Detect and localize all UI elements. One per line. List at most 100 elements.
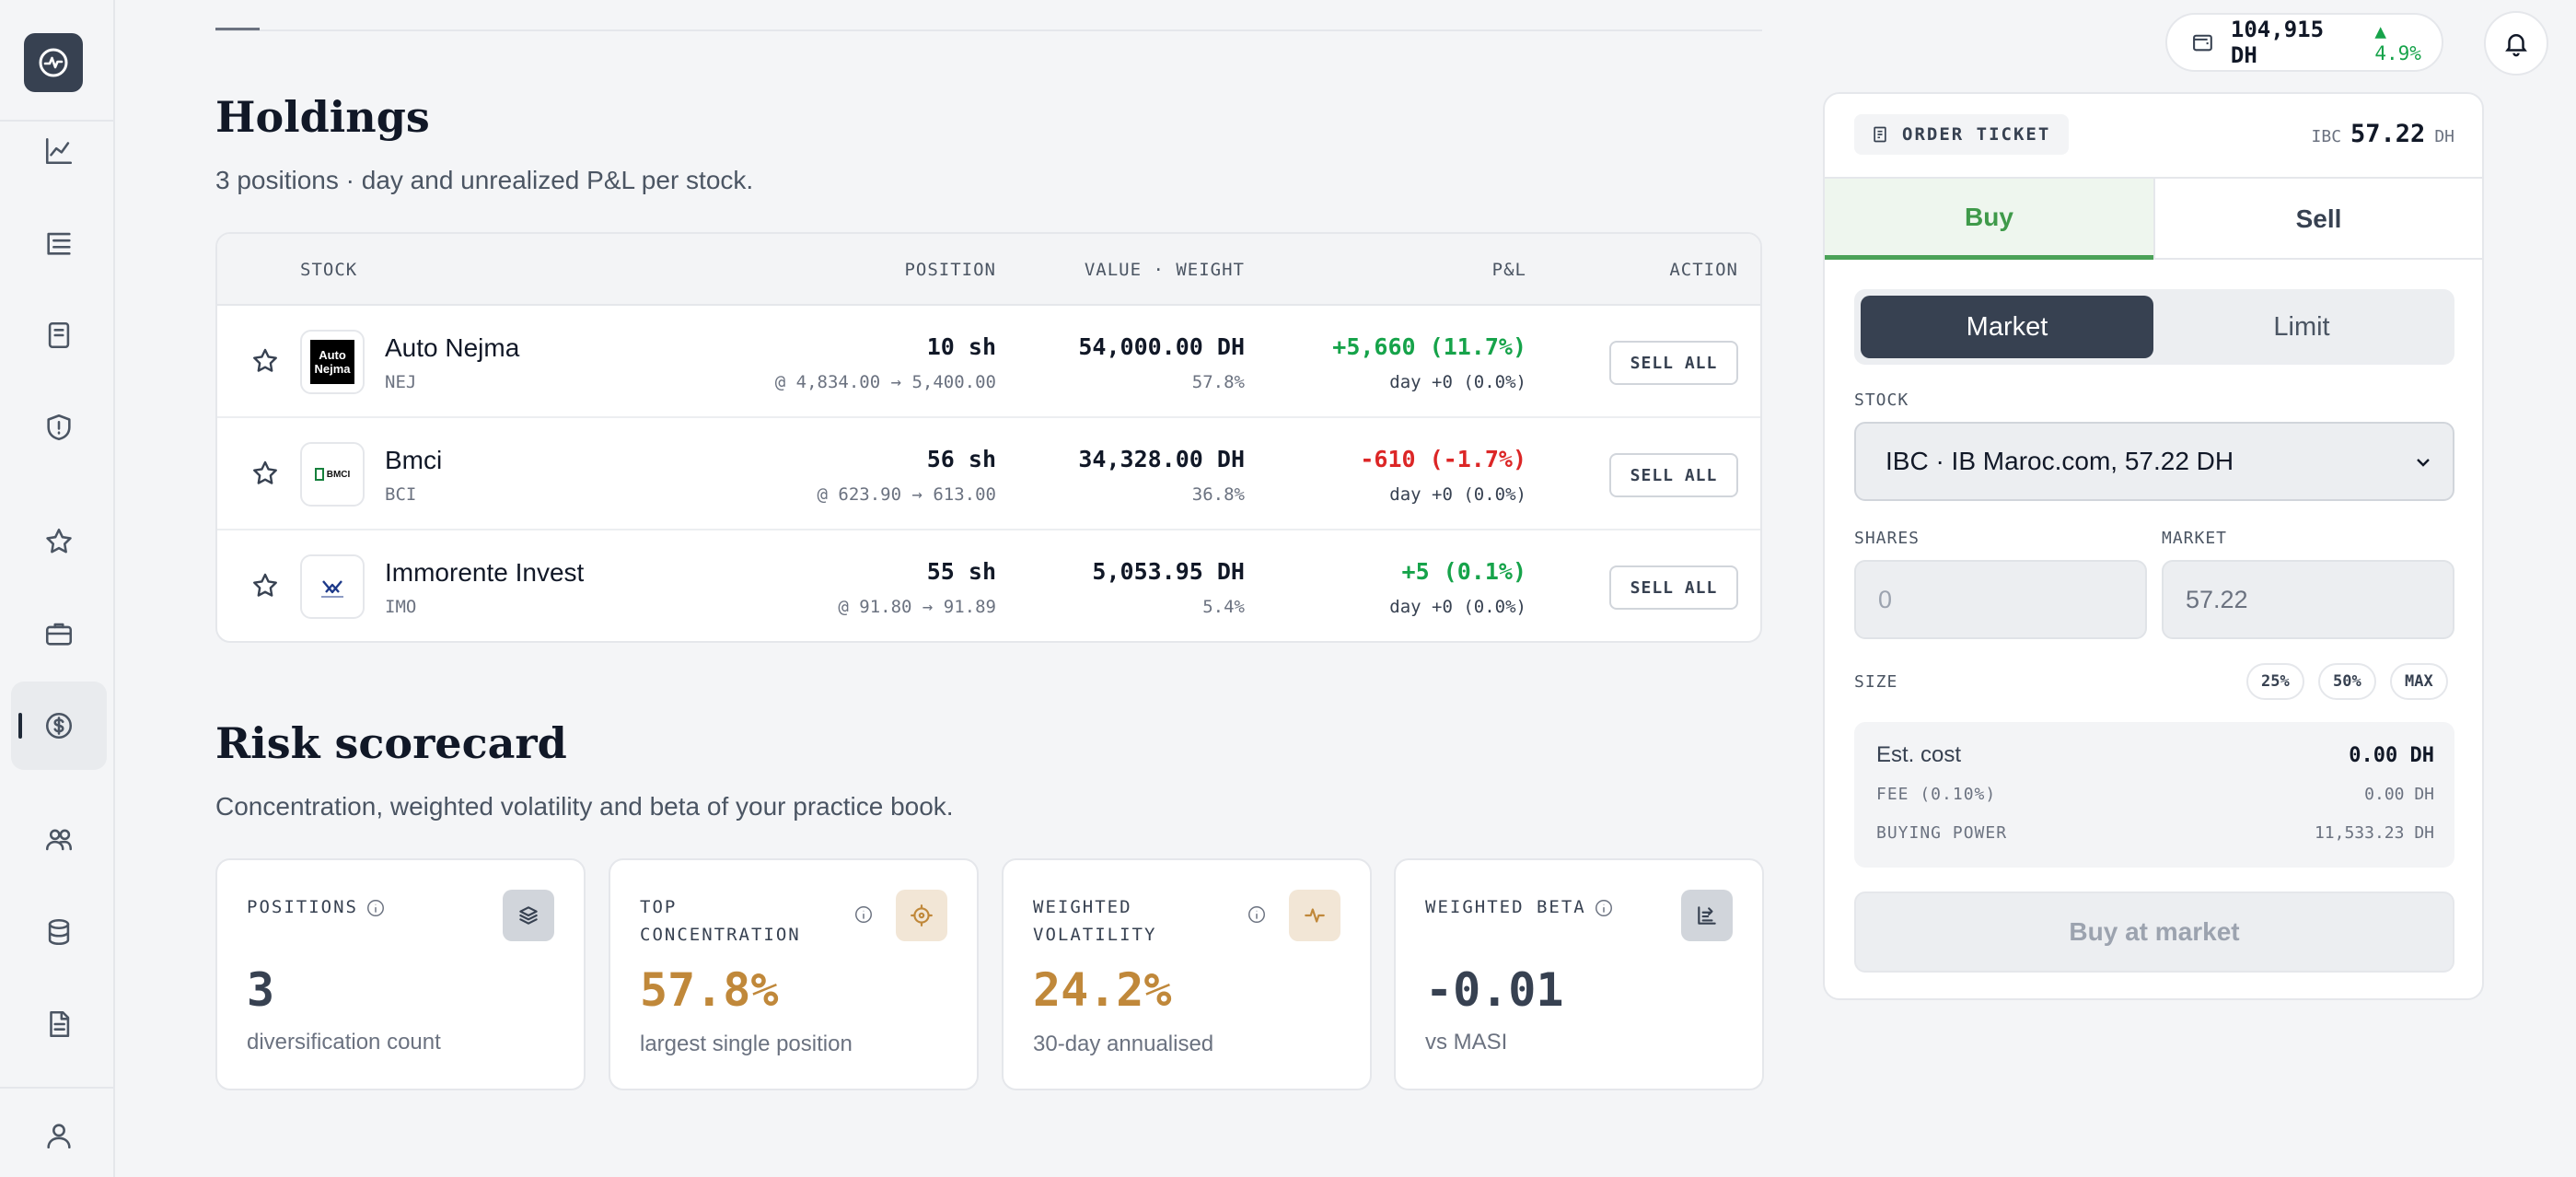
risk-card-label-text: WEIGHTED BETA bbox=[1425, 897, 1586, 917]
wallet-icon bbox=[2193, 34, 2212, 52]
database-icon bbox=[48, 918, 70, 946]
risk-card-caption: diversification count bbox=[247, 1030, 441, 1055]
risk-card-badge bbox=[896, 890, 947, 941]
stock-select[interactable]: IBC · IB Maroc.com, 57.22 DH bbox=[1854, 422, 2454, 501]
nav-item-profile[interactable] bbox=[11, 1107, 107, 1177]
shares-input[interactable] bbox=[1854, 560, 2147, 639]
stock-ticker: IMO bbox=[385, 597, 417, 617]
stock-name: Immorente Invest bbox=[385, 558, 585, 587]
bmci-logo-mark bbox=[314, 468, 324, 481]
chart-bars-icon bbox=[1698, 906, 1716, 925]
position-weight: 57.8% bbox=[1191, 372, 1245, 392]
info-icon[interactable] bbox=[853, 904, 874, 925]
sell-all-button[interactable]: SELL ALL bbox=[1609, 565, 1738, 610]
size-50-button[interactable]: 50% bbox=[2318, 663, 2376, 700]
table-row[interactable]: BMCI Bmci BCI 56 sh @ 623.90 → 613.00 34… bbox=[217, 418, 1760, 530]
nav-item-lists[interactable] bbox=[11, 199, 107, 287]
layers-icon bbox=[519, 906, 538, 925]
nav-item-data[interactable] bbox=[11, 888, 107, 976]
market-price-field[interactable]: 57.22 bbox=[2162, 560, 2454, 639]
sell-all-button[interactable]: SELL ALL bbox=[1609, 453, 1738, 497]
nav-item-watchlist[interactable] bbox=[11, 497, 107, 586]
buying-power-label: BUYING POWER bbox=[1876, 823, 2008, 843]
position-value: 5,053.95 DH bbox=[1092, 558, 1245, 585]
info-icon[interactable] bbox=[1247, 904, 1267, 925]
risk-card-badge bbox=[1289, 890, 1340, 941]
notifications-button[interactable] bbox=[2484, 11, 2548, 76]
watchlist-star-button[interactable] bbox=[250, 459, 280, 488]
nav-item-portfolio[interactable] bbox=[11, 589, 107, 678]
sell-all-button[interactable]: SELL ALL bbox=[1609, 341, 1738, 385]
risk-card-value: 57.8% bbox=[640, 963, 779, 1017]
size-25-button[interactable]: 25% bbox=[2246, 663, 2304, 700]
risk-card-value: 3 bbox=[247, 963, 275, 1017]
order-side-tabs: Buy Sell bbox=[1825, 179, 2482, 260]
nav-item-reports[interactable] bbox=[11, 980, 107, 1068]
quote-price: 57.22 bbox=[2350, 120, 2426, 148]
nav-item-documents[interactable] bbox=[11, 291, 107, 379]
tab-buy[interactable]: Buy bbox=[1825, 179, 2153, 260]
risk-card-top-concentration: TOP CONCENTRATION 57.8% largest single p… bbox=[609, 858, 979, 1090]
order-type-market[interactable]: Market bbox=[1861, 296, 2153, 358]
chevron-down-icon bbox=[2417, 459, 2430, 467]
info-icon[interactable] bbox=[1594, 898, 1614, 918]
day-pnl: day +0 (0.0%) bbox=[1389, 484, 1526, 505]
info-icon[interactable] bbox=[366, 898, 386, 918]
dollar-circle-icon bbox=[45, 712, 73, 740]
stock-logo: BMCI bbox=[300, 442, 365, 507]
column-action: ACTION bbox=[1669, 260, 1738, 280]
risk-card-label-text: POSITIONS bbox=[247, 897, 358, 917]
holdings-title: Holdings bbox=[215, 92, 430, 142]
chart-line-icon bbox=[45, 137, 73, 165]
stock-ticker: BCI bbox=[385, 484, 417, 505]
order-ticket-header: ORDER TICKET IBC 57.22 DH bbox=[1825, 94, 2482, 179]
pulse-icon bbox=[1305, 908, 1325, 923]
bmci-logo: BMCI bbox=[314, 468, 350, 481]
column-value-weight: VALUE · WEIGHT bbox=[1084, 260, 1245, 280]
order-type-limit[interactable]: Limit bbox=[2273, 311, 2330, 342]
nav-item-holdings[interactable] bbox=[11, 682, 107, 770]
unrealized-pnl: +5,660 (11.7%) bbox=[1332, 333, 1526, 360]
file-text-icon bbox=[50, 1010, 70, 1038]
risk-card-label: TOP CONCENTRATION bbox=[640, 893, 801, 949]
stock-ticker: NEJ bbox=[385, 372, 417, 392]
wallet-balance[interactable]: 104,915 DH ▲ 4.9% bbox=[2165, 13, 2443, 72]
wallet-change: ▲ 4.9% bbox=[2374, 20, 2421, 64]
stock-logo: Auto Nejma bbox=[300, 330, 365, 394]
column-stock: STOCK bbox=[300, 260, 358, 280]
position-price-detail: @ 4,834.00 → 5,400.00 bbox=[774, 372, 996, 392]
size-max-button[interactable]: MAX bbox=[2390, 663, 2448, 700]
watchlist-star-button[interactable] bbox=[250, 346, 280, 376]
table-row[interactable]: Immorente Invest IMO 55 sh @ 91.80 → 91.… bbox=[217, 530, 1760, 641]
buying-power-value: 11,533.23 DH bbox=[2314, 823, 2434, 843]
risk-card-value: -0.01 bbox=[1425, 963, 1564, 1017]
position-value: 54,000.00 DH bbox=[1078, 333, 1245, 360]
nav-item-charts[interactable] bbox=[11, 107, 107, 195]
buying-power-row: BUYING POWER 11,533.23 DH bbox=[1876, 823, 2434, 843]
nav-item-community[interactable] bbox=[11, 796, 107, 884]
table-row[interactable]: Auto Nejma Auto Nejma NEJ 10 sh @ 4,834.… bbox=[217, 306, 1760, 418]
list-tree-icon bbox=[47, 232, 71, 255]
position-price-detail: @ 623.90 → 613.00 bbox=[817, 484, 996, 505]
app-logo[interactable] bbox=[24, 33, 83, 92]
est-cost-row: Est. cost 0.00 DH bbox=[1876, 742, 2434, 768]
stock-name: Auto Nejma bbox=[385, 333, 520, 362]
risk-card-value: 24.2% bbox=[1033, 963, 1172, 1017]
user-icon bbox=[47, 1124, 71, 1149]
receipt-icon bbox=[1874, 126, 1886, 143]
day-pnl: day +0 (0.0%) bbox=[1389, 372, 1526, 392]
unrealized-pnl: +5 (0.1%) bbox=[1401, 558, 1526, 585]
risk-card-caption: largest single position bbox=[640, 1031, 853, 1056]
fee-row: FEE (0.10%) 0.00 DH bbox=[1876, 785, 2434, 804]
stock-name: Bmci bbox=[385, 446, 443, 474]
nav-item-risk[interactable] bbox=[11, 383, 107, 472]
wallet-amount: 104,915 DH bbox=[2230, 17, 2325, 68]
star-icon bbox=[253, 573, 277, 597]
risk-card-label: WEIGHTED BETA bbox=[1425, 893, 1614, 921]
tab-sell[interactable]: Sell bbox=[2153, 179, 2482, 260]
top-tab-indicator bbox=[215, 28, 260, 30]
risk-card-weighted-volatility: WEIGHTED VOLATILITY 24.2% 30-day annuali… bbox=[1002, 858, 1372, 1090]
risk-card-weighted-beta: WEIGHTED BETA -0.01 vs MASI bbox=[1394, 858, 1764, 1090]
submit-order-button[interactable]: Buy at market bbox=[1854, 891, 2454, 973]
watchlist-star-button[interactable] bbox=[250, 571, 280, 600]
